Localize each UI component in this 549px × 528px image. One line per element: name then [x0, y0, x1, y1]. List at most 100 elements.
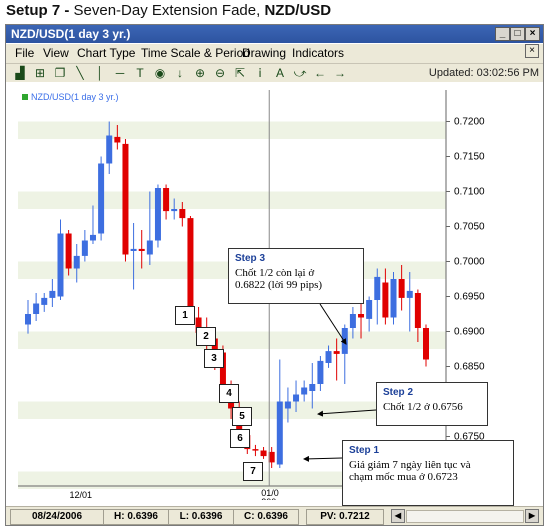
vertical-line-icon[interactable]: │: [96, 66, 104, 80]
zoom-select-icon[interactable]: ⊞: [34, 66, 46, 80]
arrow-down-icon[interactable]: ↓: [177, 66, 183, 80]
candle-body: [414, 293, 421, 328]
arrow-left-icon[interactable]: ←: [314, 66, 326, 80]
scroll-right-button[interactable]: ▶: [525, 509, 539, 523]
day-number-7: 7: [243, 462, 263, 481]
candle-body: [276, 401, 283, 465]
x-tick-label: 200: [261, 497, 276, 500]
day-number-5: 5: [232, 407, 252, 426]
step1-callout: Step 1 Giá giảm 7 ngày liên tục và chạm …: [342, 440, 514, 506]
window-title: NZD/USD(1 day 3 yr.): [11, 27, 131, 41]
day-number-6: 6: [230, 429, 250, 448]
grid-band: [18, 471, 446, 489]
candle-body: [49, 290, 56, 298]
day-number-4: 4: [219, 384, 239, 403]
candle-body: [252, 449, 259, 451]
step3-title: Step 3: [235, 253, 266, 264]
candle-body: [25, 314, 31, 325]
menu-time-scale[interactable]: Time Scale & Period: [141, 46, 250, 60]
text-style-icon[interactable]: A: [275, 66, 284, 80]
grid-band: [18, 331, 446, 349]
step1-title: Step 1: [349, 445, 380, 456]
arrow-right-icon[interactable]: →: [334, 66, 346, 80]
candle-body: [73, 255, 80, 269]
candle-body: [179, 209, 186, 219]
scroll-left-button[interactable]: ◀: [391, 509, 405, 523]
candle-body: [154, 188, 161, 241]
scroll-track[interactable]: [406, 510, 524, 523]
y-tick-label: 0.6750: [454, 432, 485, 443]
candle-body: [130, 248, 137, 251]
day-number-3: 3: [204, 349, 224, 368]
candle-body: [309, 384, 316, 391]
y-tick-label: 0.7000: [454, 257, 485, 268]
horizontal-line-icon[interactable]: ─: [115, 66, 125, 80]
candle-body: [349, 314, 356, 328]
menu-drawing[interactable]: Drawing: [242, 46, 287, 60]
circle-tool-icon[interactable]: ◉: [154, 66, 166, 80]
candle-body: [57, 233, 64, 297]
candle-body: [325, 351, 332, 363]
candle-body: [98, 163, 105, 234]
y-tick-label: 0.7050: [454, 222, 485, 233]
candle-body: [366, 300, 373, 319]
menu-chart-type[interactable]: Chart Type: [77, 46, 136, 60]
candle-body: [398, 279, 405, 298]
candle-body: [163, 188, 170, 212]
text-tool-icon[interactable]: T: [136, 66, 144, 80]
zoom-in-icon[interactable]: ⊕: [194, 66, 206, 80]
minimize-button[interactable]: _: [495, 27, 510, 41]
candle-body: [146, 240, 153, 255]
menu-indicators[interactable]: Indicators: [292, 46, 345, 60]
maximize-button[interactable]: □: [510, 27, 525, 41]
menu-bar: File View Chart Type Time Scale & Period…: [6, 44, 543, 63]
y-tick-label: 0.6850: [454, 362, 485, 373]
compress-icon[interactable]: ⇱: [234, 66, 246, 80]
status-date: 08/24/2006: [10, 509, 104, 525]
candle-body: [33, 303, 40, 314]
candle-body: [138, 248, 145, 251]
step1-line2: chạm mốc mua ở 0.6723: [349, 471, 458, 483]
zoom-out-icon[interactable]: ⊖: [214, 66, 226, 80]
menu-view[interactable]: View: [43, 46, 69, 60]
day-number-1: 1: [175, 306, 195, 325]
candle-body: [341, 328, 348, 354]
info-icon[interactable]: ⅰ: [258, 66, 262, 80]
candle-body: [382, 282, 389, 318]
candle-body: [122, 143, 129, 255]
chart-icon[interactable]: ▟: [15, 66, 25, 80]
copy-icon[interactable]: ❐: [54, 66, 66, 80]
chart-window: NZD/USD(1 day 3 yr.) _ □ × File View Cha…: [5, 24, 544, 526]
candle-body: [293, 394, 300, 402]
status-pv: PV: 0.7212: [306, 509, 384, 525]
trend-icon[interactable]: ⤻: [293, 66, 307, 80]
candle-body: [301, 387, 308, 395]
menu-file[interactable]: File: [15, 46, 35, 60]
candle-body: [171, 209, 178, 212]
candle-body: [423, 328, 429, 360]
updated-time: Updated: 03:02:56 PM: [428, 67, 539, 79]
window-titlebar[interactable]: NZD/USD(1 day 3 yr.) _ □ ×: [6, 25, 543, 43]
status-bar: 08/24/2006 H: 0.6396 L: 0.6396 C: 0.6396…: [6, 506, 543, 525]
legend-square-icon: [22, 94, 28, 100]
status-high: H: 0.6396: [103, 509, 169, 525]
close-button[interactable]: ×: [525, 27, 540, 41]
status-low: L: 0.6396: [168, 509, 234, 525]
candle-body: [374, 276, 381, 300]
chart-legend: NZD/USD(1 day 3 yr.): [22, 92, 119, 102]
candle-body: [41, 297, 48, 305]
candle-body: [268, 451, 275, 463]
candle-body: [114, 136, 121, 143]
line-tool-icon[interactable]: ╲: [76, 66, 84, 80]
x-tick-label: 12/01: [70, 490, 93, 500]
step3-line2: 0.6822 (lời 99 pips): [235, 279, 323, 291]
step2-title: Step 2: [383, 387, 414, 398]
menu-close-button[interactable]: ×: [525, 44, 539, 58]
candle-body: [333, 351, 340, 354]
candle-body: [284, 401, 291, 409]
candle-body: [81, 240, 88, 256]
candle-body: [406, 290, 413, 298]
y-tick-label: 0.7100: [454, 187, 485, 198]
candle-body: [317, 360, 324, 384]
candle-body: [390, 279, 397, 318]
